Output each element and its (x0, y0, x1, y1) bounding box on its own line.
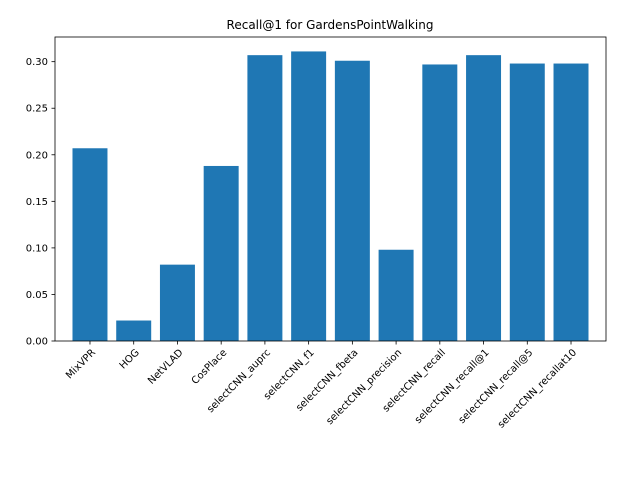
y-tick-label: 0.00 (26, 337, 48, 348)
y-tick-label: 0.20 (26, 150, 48, 161)
bar-mixvpr (72, 148, 108, 341)
bar-selectcnn-recall-1 (466, 55, 502, 341)
bar-selectcnn-recallat10 (553, 63, 589, 341)
bar-selectcnn-fbeta (334, 60, 370, 342)
bar-hog (116, 320, 152, 341)
y-tick-label: 0.05 (26, 290, 48, 301)
plot-frame (54, 36, 607, 342)
bar-netvlad (159, 264, 195, 341)
bar-selectcnn-auprc (247, 55, 283, 341)
bars-group (72, 51, 589, 342)
bar-selectcnn-recall-5 (509, 63, 545, 341)
chart-title: Recall@1 for GardensPointWalking (227, 18, 434, 32)
bar-selectcnn-f1 (291, 51, 327, 342)
y-tick-label: 0.15 (26, 197, 48, 208)
bar-selectcnn-precision (378, 249, 414, 341)
bar-selectcnn-recall (422, 64, 458, 341)
y-tick-label: 0.25 (26, 104, 48, 115)
y-tick-label: 0.30 (26, 57, 48, 68)
bar-cosplace (203, 165, 239, 341)
y-tick-label: 0.10 (26, 243, 48, 254)
y-axis: 0.00 0.05 0.10 0.15 0.20 0.25 0.30 (26, 57, 55, 348)
